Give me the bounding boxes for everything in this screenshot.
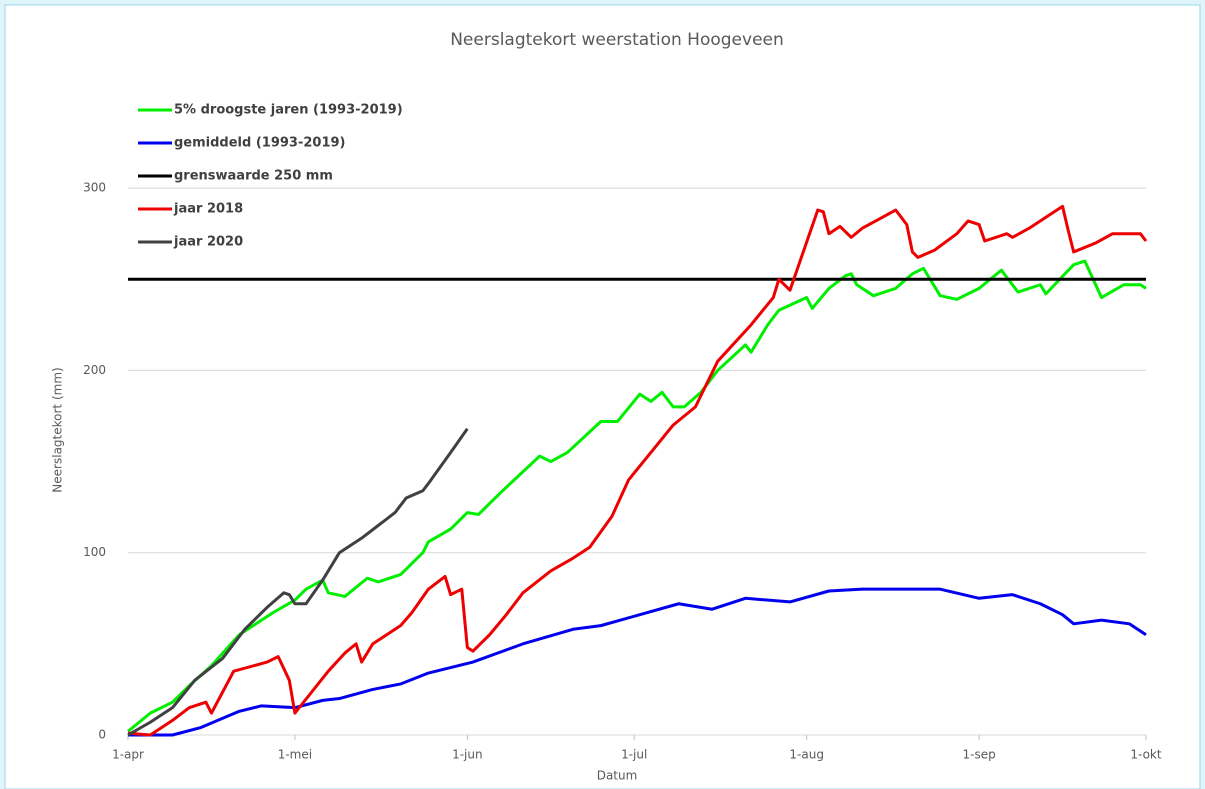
legend-label: jaar 2018 [173, 202, 243, 217]
x-tick-label: 1-apr [112, 748, 144, 762]
y-tick-label: 200 [83, 363, 106, 377]
x-tick-label: 1-mei [278, 748, 312, 762]
x-tick-label: 1-okt [1130, 748, 1161, 762]
series-line [127, 259, 1147, 733]
y-tick-label: 100 [83, 545, 106, 559]
x-tick-label: 1-aug [789, 748, 824, 762]
x-tick-label: 1-sep [963, 748, 996, 762]
chart-area [4, 4, 1201, 789]
series-line [127, 427, 469, 737]
y-tick-label: 0 [98, 728, 106, 742]
legend-label: grenswaarde 250 mm [174, 169, 333, 184]
chart-title: Neerslagtekort weerstation Hoogeveen [450, 30, 784, 50]
legend-label: jaar 2020 [173, 235, 243, 250]
y-tick-label: 300 [83, 181, 106, 195]
legend-label: gemiddeld (1993-2019) [174, 136, 345, 151]
legend-label: 5% droogste jaren (1993-2019) [174, 103, 403, 118]
x-axis-label: Datum [597, 769, 638, 783]
x-tick-label: 1-jun [452, 748, 483, 762]
y-axis-label: Neerslagtekort (mm) [51, 367, 65, 492]
x-tick-label: 1-jul [621, 748, 647, 762]
series-line [127, 204, 1148, 737]
